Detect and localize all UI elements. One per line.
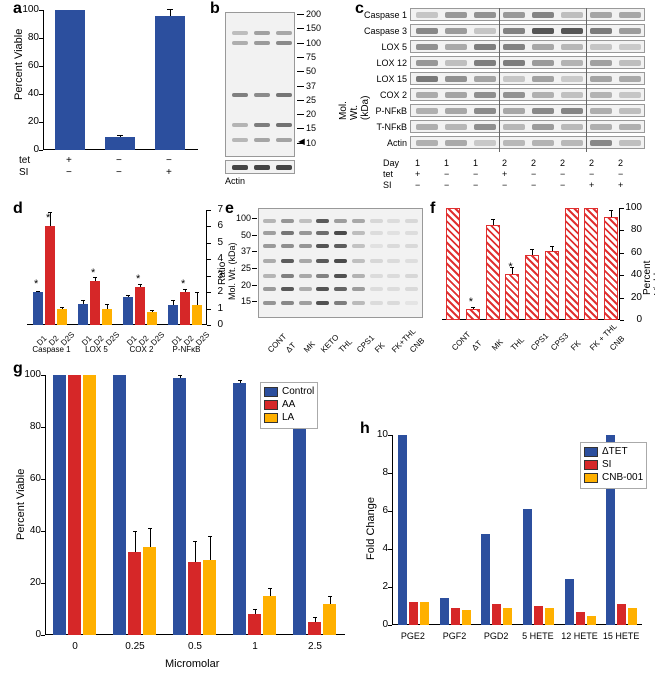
panel-b-label: b bbox=[210, 0, 220, 18]
gel-e bbox=[258, 208, 423, 318]
bar-a-0 bbox=[55, 10, 85, 150]
bar-a-2 bbox=[155, 16, 185, 150]
panel-f-label: f bbox=[430, 200, 435, 218]
chart-g-xlabel: Micromolar bbox=[165, 658, 219, 670]
chart-a: 020406080100 bbox=[43, 10, 198, 150]
gel-b-actin-label: Actin bbox=[225, 176, 245, 186]
panel-h-label: h bbox=[360, 420, 370, 438]
chart-h-ylabel: Fold Change bbox=[365, 497, 377, 560]
chart-g-ylabel: Percent Viable bbox=[15, 469, 27, 540]
panel-e-label: e bbox=[225, 200, 234, 218]
chart-a-ylabel: Percent Viable bbox=[13, 29, 25, 100]
chart-h-legend: ΔTETSICNB-001 bbox=[580, 442, 647, 489]
panel-f: f 020406080100CONT*ΔTMK*THLCPS1CPS3FKFK … bbox=[430, 200, 650, 355]
panel-d: d 01234567*D1*D2D2SCaspase 1D1*D2D2SLOX … bbox=[5, 200, 220, 355]
bar-a-1 bbox=[105, 137, 135, 150]
chart-f: 020406080100CONT*ΔTMK*THLCPS1CPS3FKFK + … bbox=[442, 208, 620, 320]
panel-h: h 0246810PGE2PGF2PGD25 HETE12 HETE15 HET… bbox=[360, 420, 650, 675]
panel-d-label: d bbox=[13, 200, 23, 218]
panel-b: b Actin Mol. Wt. (kDa) 20015010075503725… bbox=[210, 0, 350, 195]
panel-g: g 02040608010000.250.512.5 Percent Viabl… bbox=[5, 360, 355, 680]
gel-b-actin bbox=[225, 160, 295, 174]
panel-e: e Mol. Wt. (kDa) 1005037252015CONTΔTMKKE… bbox=[225, 200, 425, 355]
panel-c: c Caspase 1Caspase 3LOX 5LOX 12LOX 15COX… bbox=[355, 0, 650, 195]
panel-a: a 020406080100 Percent Viable tet+−−SI−−… bbox=[5, 0, 200, 195]
chart-g-legend: ControlAALA bbox=[260, 382, 318, 429]
chart-f-ylabel: Percent Viable bbox=[642, 261, 655, 295]
chart-d: 01234567*D1*D2D2SCaspase 1D1*D2D2SLOX 5D… bbox=[27, 210, 207, 325]
gel-b-main bbox=[225, 12, 295, 157]
